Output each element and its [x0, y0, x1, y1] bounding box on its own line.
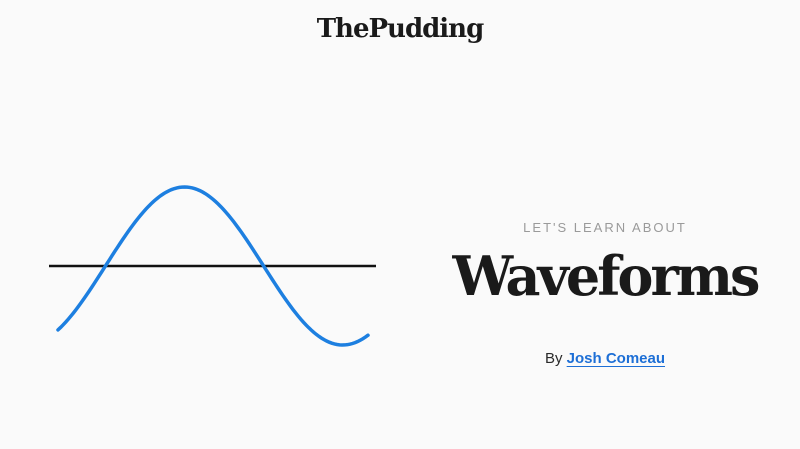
- byline-prefix: By: [544, 350, 563, 367]
- article-title: Waveforms: [452, 244, 761, 308]
- waveform-illustration: [40, 170, 390, 360]
- site-logo[interactable]: ThePudding: [316, 14, 485, 44]
- author-link[interactable]: Josh Comeau: [566, 350, 666, 367]
- kicker-text: LET'S LEARN ABOUT: [523, 220, 687, 235]
- waveform-svg: [49, 185, 376, 347]
- sine-wave: [56, 185, 370, 347]
- article-intro: LET'S LEARN ABOUT Waveforms By Josh Come…: [430, 218, 780, 370]
- byline: By Josh Comeau: [430, 348, 780, 370]
